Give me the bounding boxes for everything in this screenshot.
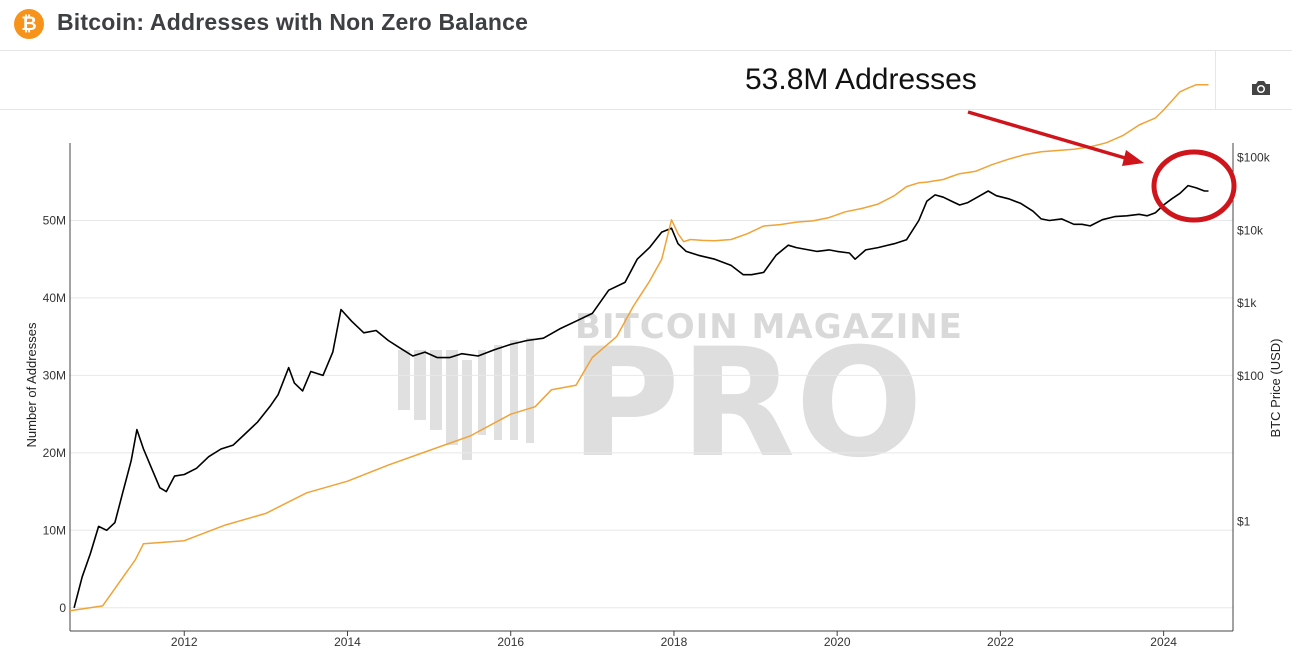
gridlines [70, 219, 1233, 609]
watermark-bar [430, 350, 442, 430]
watermark-bar [494, 345, 502, 440]
watermark: BITCOIN MAGAZINE PRO [398, 307, 963, 491]
header-divider [0, 50, 1292, 51]
y-axis-title: Number of Addresses [24, 322, 39, 448]
x-axis-ticks: 2012 2014 2016 2018 2020 2022 2024 [171, 631, 1177, 649]
y2-tick-label: $10k [1237, 223, 1264, 237]
annotation-arrowhead [1122, 150, 1144, 166]
annotation-arrow [967, 110, 1133, 162]
bitcoin-logo-icon: ₿ [14, 9, 44, 39]
watermark-line2: PRO [570, 317, 923, 491]
watermark-bar [478, 350, 486, 435]
annotation-circle [1151, 149, 1237, 223]
watermark-bar [446, 350, 458, 445]
watermark-bar [510, 340, 518, 440]
x-tick-label: 2016 [497, 635, 524, 649]
y2-axis-ticks: $1 $100 $1k $10k $100k [1237, 151, 1271, 529]
watermark-bar [526, 338, 534, 443]
annotation-label: 53.8M Addresses [745, 63, 977, 96]
annotation-marker [967, 110, 1237, 223]
y2-tick-label: $100 [1237, 369, 1264, 383]
watermark-bar [462, 360, 472, 460]
toolbar-divider [0, 109, 1292, 110]
watermark-logo-icon [398, 338, 534, 460]
y-tick-label: 50M [43, 213, 66, 227]
chart-header: ₿ Bitcoin: Addresses with Non Zero Balan… [0, 0, 1292, 50]
y2-tick-label: $100k [1237, 151, 1271, 165]
watermark-line1: BITCOIN MAGAZINE [575, 307, 963, 347]
x-tick-label: 2024 [1150, 635, 1177, 649]
y2-tick-label: $1k [1237, 296, 1257, 310]
x-tick-label: 2012 [171, 635, 198, 649]
camera-icon[interactable] [1250, 78, 1272, 98]
chart-title: Bitcoin: Addresses with Non Zero Balance [57, 9, 529, 35]
y-tick-label: 20M [43, 446, 66, 460]
y-tick-label: 0 [59, 601, 66, 615]
y-tick-label: 10M [43, 523, 66, 537]
toolbar-separator [1215, 51, 1216, 109]
y-axis-ticks: 0 10M 20M 30M 40M 50M [43, 213, 67, 614]
y2-tick-label: $1 [1237, 515, 1251, 529]
y-tick-label: 30M [43, 368, 66, 382]
y-tick-label: 40M [43, 291, 66, 305]
x-tick-label: 2018 [661, 635, 688, 649]
addresses-line [73, 184, 1209, 609]
watermark-bar [398, 350, 410, 410]
axes [69, 143, 1234, 632]
watermark-bar [414, 350, 426, 420]
x-tick-label: 2022 [987, 635, 1014, 649]
y2-axis-title: BTC Price (USD) [1268, 339, 1283, 438]
x-tick-label: 2014 [334, 635, 361, 649]
x-tick-label: 2020 [824, 635, 851, 649]
